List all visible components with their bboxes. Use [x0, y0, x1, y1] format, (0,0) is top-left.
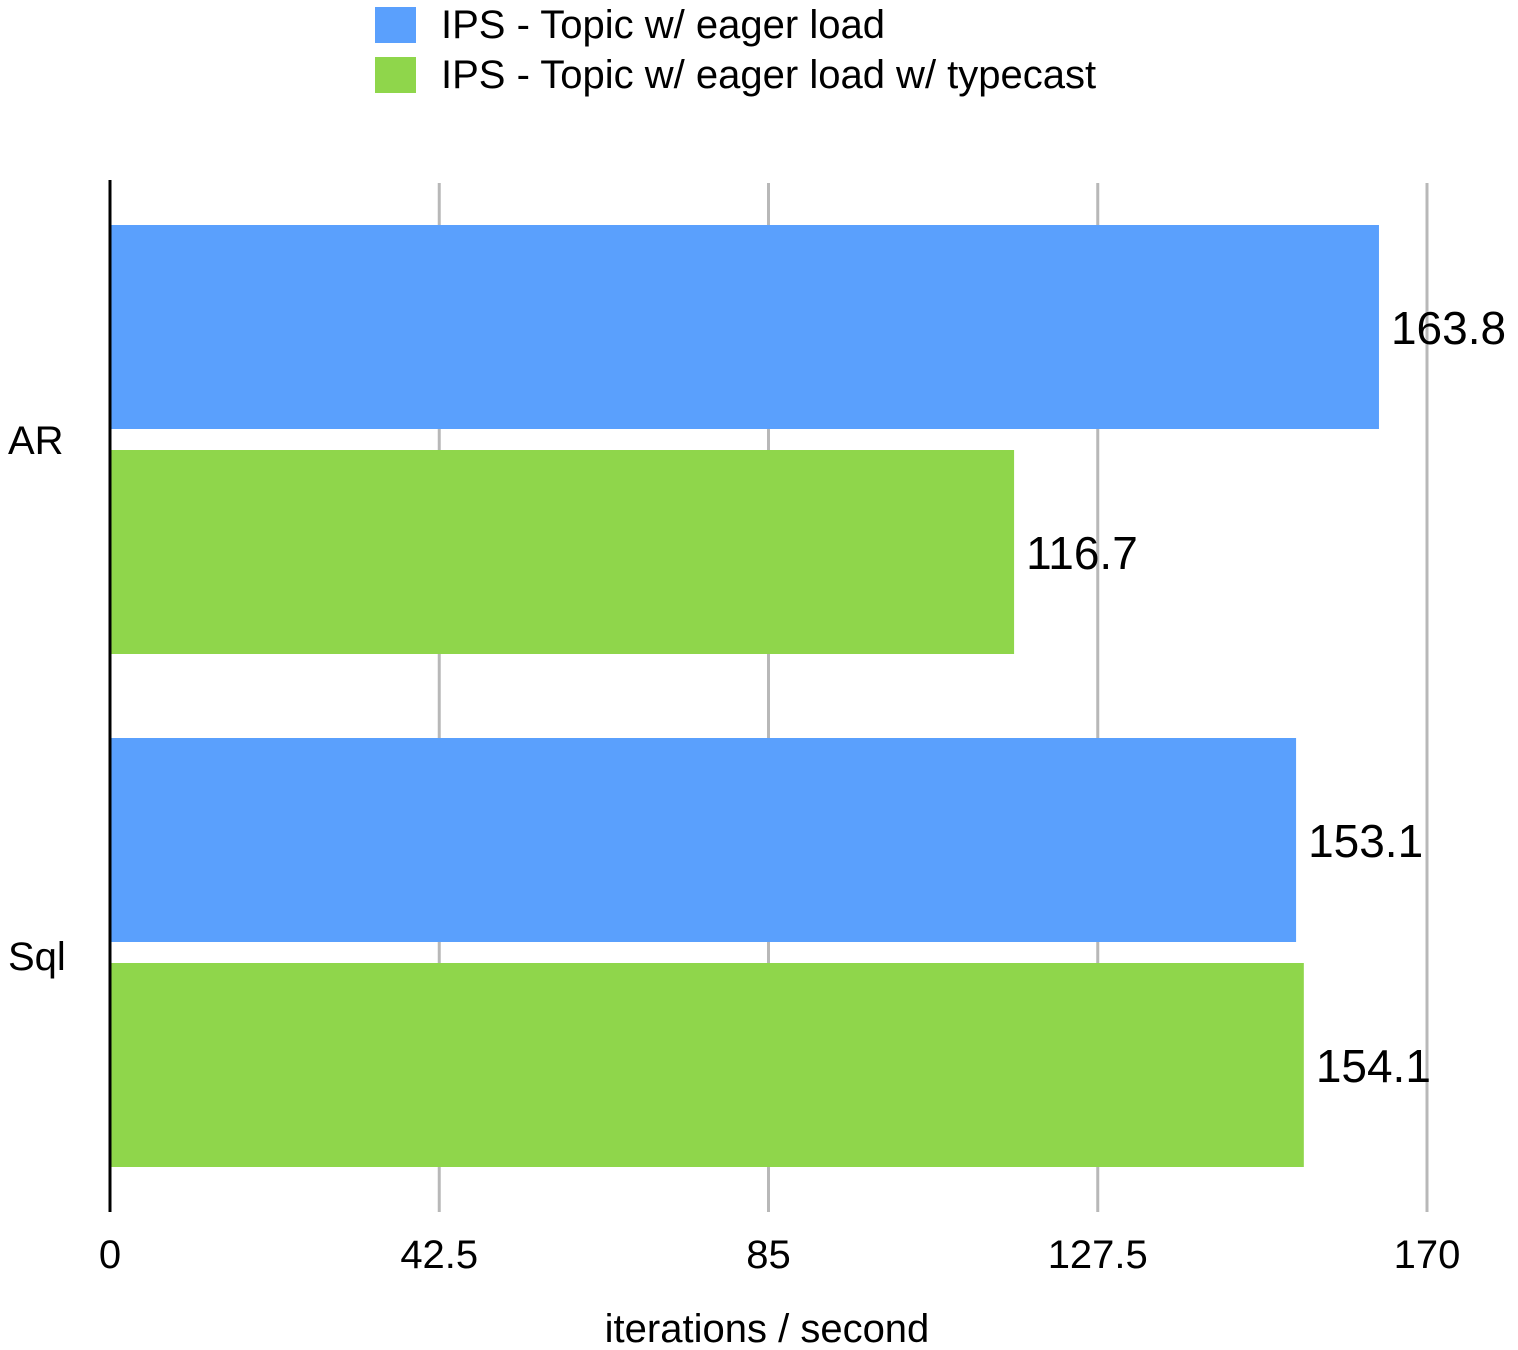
x-axis-title: iterations / second — [605, 1307, 930, 1350]
category-labels: AR Sql — [8, 419, 66, 979]
x-tick-label: 0 — [99, 1233, 121, 1277]
legend-label-eager-load-typecast: IPS - Topic w/ eager load w/ typecast — [441, 53, 1097, 97]
x-tick-label: 127.5 — [1048, 1233, 1148, 1277]
category-label-ar: AR — [8, 419, 64, 463]
bar-sql-series-1 — [111, 738, 1297, 942]
bar-ar-series-2 — [111, 450, 1015, 654]
value-labels: 163.8 116.7 153.1 154.1 — [1026, 302, 1506, 1092]
legend-swatch-eager-load — [375, 7, 416, 43]
x-tick-label: 85 — [746, 1233, 791, 1277]
x-tick-label: 170 — [1394, 1233, 1461, 1277]
x-tick-labels: 0 42.5 85 127.5 170 — [99, 1233, 1461, 1277]
bar-value-label: 154.1 — [1316, 1040, 1431, 1092]
legend-swatch-eager-load-typecast — [375, 57, 416, 93]
x-tick-label: 42.5 — [400, 1233, 478, 1277]
category-label-sql: Sql — [8, 935, 66, 979]
bar-value-label: 163.8 — [1391, 302, 1506, 354]
bar-ar-series-1 — [111, 225, 1379, 429]
bars — [111, 225, 1379, 1167]
legend-label-eager-load: IPS - Topic w/ eager load — [441, 3, 885, 47]
bar-sql-series-2 — [111, 963, 1304, 1167]
bar-value-label: 116.7 — [1026, 527, 1138, 579]
bar-value-label: 153.1 — [1308, 815, 1423, 867]
